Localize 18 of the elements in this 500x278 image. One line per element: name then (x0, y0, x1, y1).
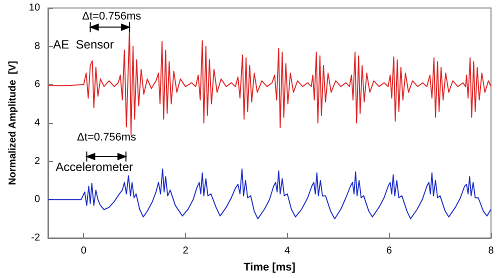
x-tick-label: 2 (182, 246, 189, 256)
y-axis-title: Normalized Amplitude [V] (8, 60, 18, 186)
annotation: Δt=0.756ms (82, 10, 142, 23)
x-axis-title: Time [ms] (244, 262, 296, 274)
x-tick-label: 6 (386, 246, 392, 256)
y-tick-label: 2 (34, 156, 40, 167)
y-tick-label: 10 (28, 2, 40, 14)
y-tick-label: 0 (34, 194, 40, 206)
x-tick-label: 0 (80, 246, 87, 256)
y-tick-label: 4 (34, 118, 40, 128)
y-tick-label: 8 (34, 40, 40, 52)
annotation: Δt=0.756ms (77, 131, 137, 144)
series-label: Accelerometer (56, 160, 134, 174)
series-label: AE Sensor (53, 37, 114, 52)
y-tick-label: -2 (31, 232, 40, 244)
y-tick-label: 6 (34, 79, 40, 90)
x-tick-label: 4 (284, 246, 291, 256)
x-tick-label: 8 (488, 246, 494, 256)
